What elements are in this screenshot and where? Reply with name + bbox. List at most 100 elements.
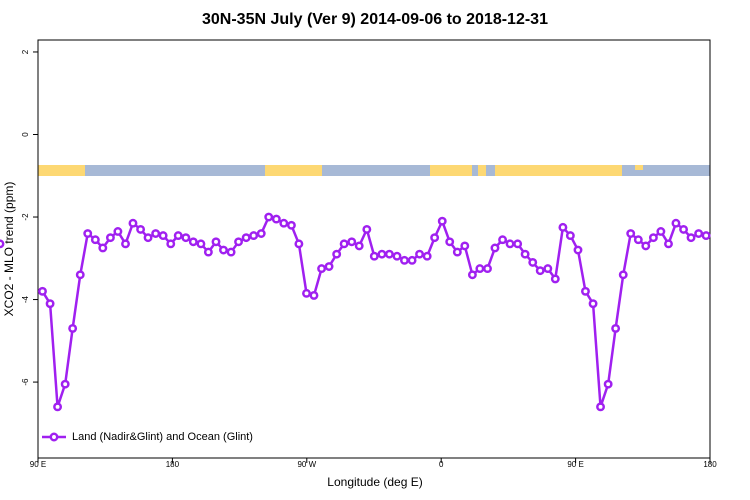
y-tick-label: -4 — [21, 295, 30, 303]
data-point — [136, 224, 146, 234]
data-point — [498, 235, 508, 245]
data-point — [226, 247, 236, 257]
data-point — [264, 212, 274, 222]
data-point — [415, 249, 424, 259]
data-point — [671, 218, 681, 228]
data-point — [618, 270, 628, 280]
data-point — [641, 241, 651, 251]
data-point — [611, 323, 621, 333]
data-point — [505, 239, 515, 249]
data-point — [68, 323, 78, 333]
data-point — [332, 249, 342, 259]
data-point — [520, 249, 530, 259]
data-point — [664, 239, 673, 249]
data-point — [60, 379, 70, 389]
series-line — [41, 215, 707, 408]
data-point — [249, 231, 259, 241]
legend-label: Land (Nadir&Glint) and Ocean (Glint) — [72, 431, 253, 443]
data-point — [158, 231, 168, 241]
data-point — [430, 233, 440, 243]
data-point — [256, 229, 266, 238]
data-point — [38, 286, 47, 296]
data-point — [143, 233, 153, 243]
land-band — [495, 165, 622, 176]
y-tick-label: -2 — [21, 213, 30, 221]
data-point — [354, 241, 364, 251]
data-point — [128, 218, 138, 228]
data-point — [460, 241, 470, 251]
data-point — [339, 239, 349, 249]
data-point — [588, 299, 598, 309]
data-point — [656, 227, 666, 236]
land-band — [635, 165, 643, 170]
legend-marker — [49, 432, 59, 442]
x-tick-label: 90 E — [567, 460, 583, 469]
data-point — [603, 379, 613, 389]
data-point — [377, 249, 387, 259]
data-point — [173, 231, 183, 241]
data-point — [0, 239, 5, 249]
data-point — [422, 251, 432, 261]
data-point — [286, 220, 296, 230]
data-point — [83, 229, 93, 238]
chart-title: 30N-35N July (Ver 9) 2014-09-06 to 2018-… — [202, 11, 548, 28]
data-point — [528, 257, 538, 267]
y-tick-label: 0 — [21, 132, 30, 137]
data-point — [392, 251, 402, 261]
data-point — [219, 245, 228, 255]
data-point — [203, 247, 213, 257]
data-point — [151, 229, 161, 238]
data-point — [581, 286, 590, 296]
data-point — [558, 222, 568, 232]
data-point — [113, 227, 123, 236]
data-point — [513, 239, 523, 249]
data-point — [565, 231, 575, 241]
data-point — [369, 251, 379, 261]
y-tick-label: 2 — [21, 49, 30, 54]
data-point — [686, 233, 696, 243]
x-tick-label: 180 — [166, 460, 180, 469]
data-point — [309, 290, 319, 300]
data-point — [452, 247, 462, 257]
data-point — [701, 231, 711, 241]
data-point — [75, 270, 85, 280]
data-point — [166, 239, 176, 249]
data-point — [407, 255, 417, 265]
x-tick-label: 90 E — [30, 460, 46, 469]
data-point — [53, 402, 63, 412]
x-tick-label: 0 — [439, 460, 444, 469]
data-point — [181, 233, 191, 243]
data-point — [196, 239, 206, 249]
data-point — [98, 243, 108, 253]
data-point — [279, 218, 289, 228]
data-point — [324, 262, 334, 271]
x-tick-label: 180 — [703, 460, 717, 469]
data-point — [294, 239, 304, 249]
data-point — [596, 402, 605, 412]
data-point — [633, 235, 643, 245]
data-point — [543, 264, 553, 274]
data-point — [648, 233, 658, 243]
data-point — [679, 224, 689, 234]
data-point — [271, 214, 281, 224]
data-point — [241, 233, 251, 243]
data-point — [90, 235, 100, 245]
data-point — [188, 237, 198, 247]
data-point — [573, 245, 583, 255]
data-point — [400, 255, 409, 265]
data-point — [483, 264, 492, 274]
land-band — [430, 165, 472, 176]
data-point — [384, 249, 394, 259]
data-point — [550, 274, 560, 284]
land-band — [478, 165, 486, 176]
y-axis-label: XCO2 - MLO trend (ppm) — [2, 182, 16, 317]
land-band — [38, 165, 85, 176]
data-point — [347, 237, 357, 247]
data-point — [535, 266, 545, 276]
y-tick-label: -6 — [21, 378, 30, 386]
data-point — [475, 264, 485, 274]
data-point — [467, 270, 477, 280]
data-point — [694, 229, 704, 238]
data-point — [211, 237, 221, 247]
